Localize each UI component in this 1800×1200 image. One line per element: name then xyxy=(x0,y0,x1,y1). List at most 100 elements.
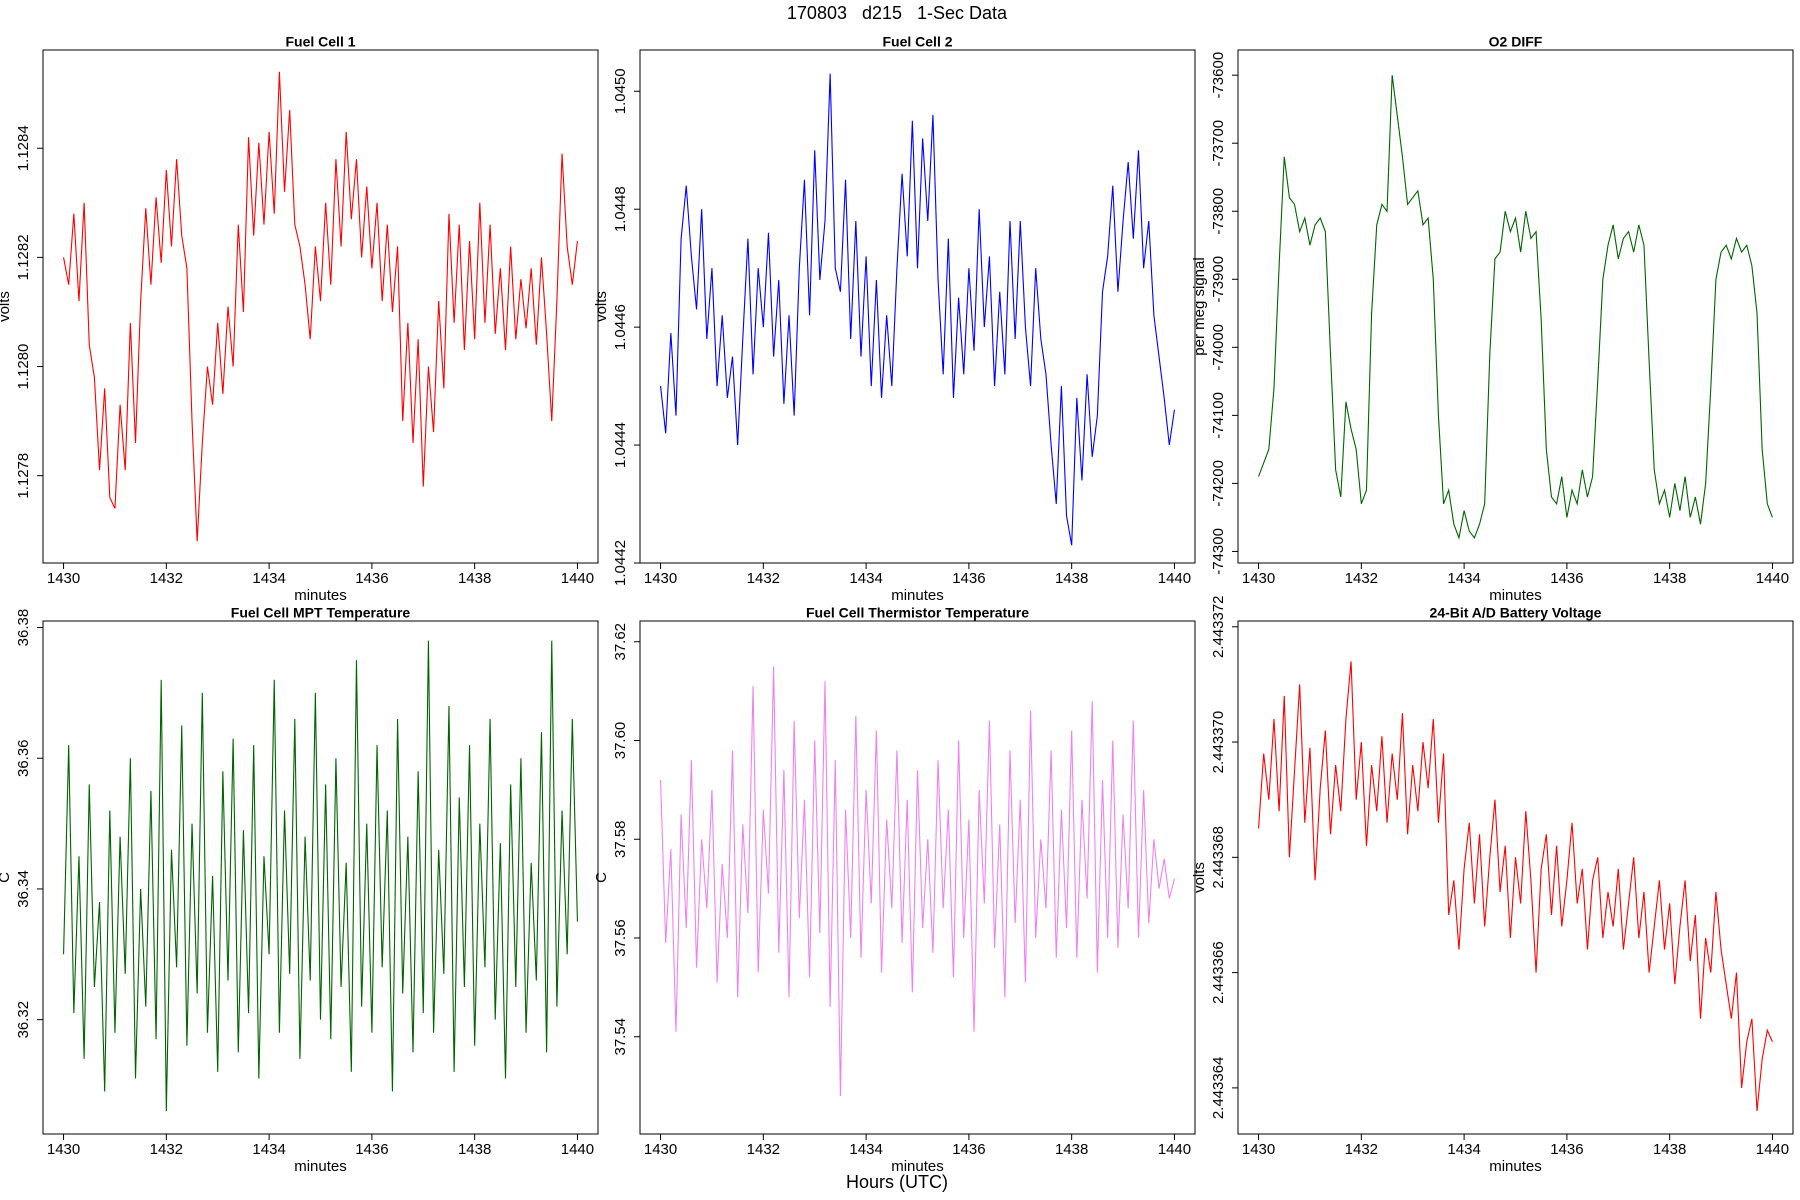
x-tick-label: 1432 xyxy=(747,570,780,587)
plot-frame xyxy=(639,620,1196,1135)
y-tick-label: 1.0448 xyxy=(612,186,629,232)
y-tick-label: 2.443366 xyxy=(1210,941,1227,1004)
x-tick-label: 1430 xyxy=(47,570,80,587)
plot-frame xyxy=(639,49,1196,564)
panel-title: 24-Bit A/D Battery Voltage xyxy=(1430,605,1602,621)
x-axis-label: minutes xyxy=(294,1158,347,1175)
y-tick-label: -73900 xyxy=(1210,256,1227,303)
y-tick-label: 1.1278 xyxy=(15,453,32,499)
panel-title: Fuel Cell MPT Temperature xyxy=(231,605,411,621)
panel-title: Fuel Cell 1 xyxy=(285,34,355,50)
data-line xyxy=(660,73,1175,546)
plot-frame xyxy=(1237,620,1794,1135)
x-tick-label: 1440 xyxy=(561,1141,594,1158)
y-axis-label: volts xyxy=(0,291,13,322)
y-axis-label: volts xyxy=(593,291,610,322)
x-tick-label: 1430 xyxy=(1242,570,1275,587)
panel-title: Fuel Cell 2 xyxy=(882,34,952,50)
x-tick-label: 1438 xyxy=(1055,1141,1088,1158)
x-tick-label: 1436 xyxy=(355,1141,388,1158)
plot-frame xyxy=(1237,49,1794,564)
x-axis-label: minutes xyxy=(1489,1158,1542,1175)
y-tick-label: 2.443372 xyxy=(1210,595,1227,658)
x-tick-label: 1432 xyxy=(1345,1141,1378,1158)
x-tick-label: 1436 xyxy=(952,570,985,587)
y-tick-label: 37.60 xyxy=(612,722,629,760)
y-tick-label: -73800 xyxy=(1210,188,1227,235)
x-tick-label: 1432 xyxy=(747,1141,780,1158)
x-tick-label: 1438 xyxy=(1055,570,1088,587)
x-axis-label: minutes xyxy=(1489,587,1542,604)
y-tick-label: 36.36 xyxy=(15,739,32,777)
panel-title: Fuel Cell Thermistor Temperature xyxy=(806,605,1029,621)
x-axis-label: minutes xyxy=(891,587,944,604)
panel-title: O2 DIFF xyxy=(1489,34,1543,50)
y-axis-label: per meg signal xyxy=(1191,257,1208,355)
x-tick-label: 1438 xyxy=(458,570,491,587)
data-line xyxy=(1258,75,1773,540)
x-axis-label: minutes xyxy=(294,587,347,604)
y-tick-label: -74000 xyxy=(1210,324,1227,371)
y-tick-label: 1.1284 xyxy=(15,125,32,171)
x-tick-label: 1440 xyxy=(561,570,594,587)
x-tick-label: 1434 xyxy=(849,1141,882,1158)
y-tick-label: -73600 xyxy=(1210,52,1227,99)
y-tick-label: 1.0442 xyxy=(612,540,629,586)
y-tick-label: 36.38 xyxy=(15,609,32,647)
y-tick-label: 1.0444 xyxy=(612,422,629,468)
y-tick-label: 2.443364 xyxy=(1210,1057,1227,1120)
y-tick-label: 36.34 xyxy=(15,870,32,908)
y-axis-label: C xyxy=(0,872,13,883)
x-tick-label: 1432 xyxy=(1345,570,1378,587)
x-tick-label: 1432 xyxy=(150,1141,183,1158)
x-tick-label: 1436 xyxy=(1550,1141,1583,1158)
figure-x-label: Hours (UTC) xyxy=(846,1172,948,1192)
x-tick-label: 1440 xyxy=(1158,570,1191,587)
y-tick-label: -74200 xyxy=(1210,460,1227,507)
data-line xyxy=(63,640,578,1112)
x-tick-label: 1440 xyxy=(1756,570,1789,587)
y-tick-label: 37.58 xyxy=(612,820,629,858)
y-tick-label: 37.62 xyxy=(612,623,629,661)
x-tick-label: 1438 xyxy=(458,1141,491,1158)
y-tick-label: 37.56 xyxy=(612,919,629,957)
y-tick-label: 1.1280 xyxy=(15,344,32,390)
y-tick-label: 2.443368 xyxy=(1210,826,1227,889)
data-line xyxy=(63,71,578,542)
x-tick-label: 1434 xyxy=(252,570,285,587)
x-tick-label: 1434 xyxy=(1447,1141,1480,1158)
x-tick-label: 1436 xyxy=(1550,570,1583,587)
x-tick-label: 1430 xyxy=(644,570,677,587)
x-tick-label: 1440 xyxy=(1756,1141,1789,1158)
y-tick-label: 37.54 xyxy=(612,1018,629,1056)
x-tick-label: 1434 xyxy=(849,570,882,587)
x-tick-label: 1438 xyxy=(1653,570,1686,587)
y-tick-label: -74100 xyxy=(1210,392,1227,439)
x-tick-label: 1436 xyxy=(355,570,388,587)
x-tick-label: 1440 xyxy=(1158,1141,1191,1158)
x-tick-label: 1432 xyxy=(150,570,183,587)
y-tick-label: 36.32 xyxy=(15,1001,32,1039)
y-tick-label: 2.443370 xyxy=(1210,711,1227,774)
x-tick-label: 1434 xyxy=(252,1141,285,1158)
x-tick-label: 1438 xyxy=(1653,1141,1686,1158)
plot-frame xyxy=(42,49,599,564)
data-line xyxy=(1258,661,1773,1111)
figure-title: 170803 d215 1-Sec Data xyxy=(787,3,1008,23)
y-tick-label: -74300 xyxy=(1210,528,1227,575)
x-tick-label: 1430 xyxy=(1242,1141,1275,1158)
x-axis-label: minutes xyxy=(891,1158,944,1175)
x-tick-label: 1430 xyxy=(644,1141,677,1158)
y-tick-label: 1.0450 xyxy=(612,68,629,114)
y-tick-label: 1.0446 xyxy=(612,304,629,350)
plot-frame xyxy=(42,620,599,1135)
y-axis-label: C xyxy=(593,872,610,883)
x-tick-label: 1434 xyxy=(1447,570,1480,587)
x-tick-label: 1430 xyxy=(47,1141,80,1158)
y-tick-label: 1.1282 xyxy=(15,234,32,280)
y-tick-label: -73700 xyxy=(1210,120,1227,167)
x-tick-label: 1436 xyxy=(952,1141,985,1158)
y-axis-label: volts xyxy=(1191,862,1208,893)
